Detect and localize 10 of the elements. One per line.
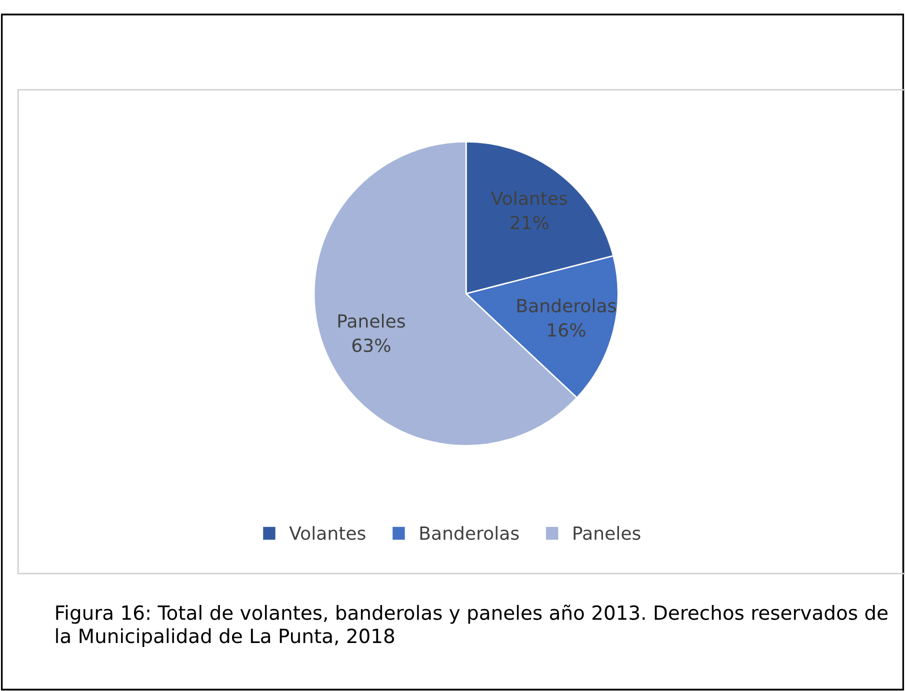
data-label: 21% xyxy=(510,216,549,230)
slice-label: Banderolas xyxy=(517,298,616,312)
data-label: 16% xyxy=(548,323,586,337)
text: Figura 16: Total de volantes, banderolas y paneles año 2013. Derechos reservados de la Municipalidad de La Punta, 2018 xyxy=(56,604,888,648)
data-label: 63% xyxy=(352,338,390,352)
slice-label: Volantes xyxy=(491,191,568,206)
legend-label: Banderolas xyxy=(420,526,519,540)
legend-label: Paneles xyxy=(574,526,640,540)
legend-label: Volantes xyxy=(289,526,366,540)
slice-label: Paneles xyxy=(338,314,405,328)
